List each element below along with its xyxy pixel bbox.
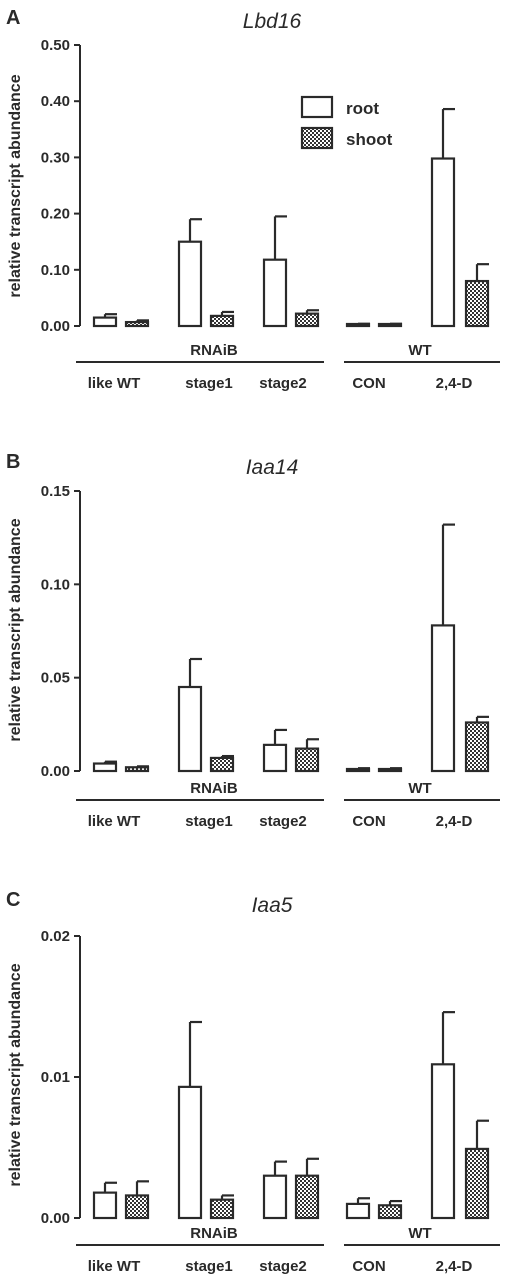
panel-label-b: B (6, 451, 20, 473)
group-label: WT (408, 780, 431, 797)
group-label: RNAiB (190, 342, 238, 359)
category-label: like WT (88, 1258, 141, 1275)
y-tick-label: 0.40 (41, 93, 70, 110)
category-axis-a: RNAiB WT like WT stage1 stage2 CON 2,4-D (76, 342, 500, 392)
bar-shoot (209, 756, 235, 773)
y-tick-label: 0.00 (41, 1210, 70, 1227)
category-label: CON (352, 813, 385, 830)
y-tick-label: 0.02 (41, 928, 70, 945)
bar-shoot (209, 314, 235, 328)
bar-root (430, 624, 456, 773)
bar-root (262, 1174, 288, 1220)
chart-title-a: Lbd16 (243, 10, 302, 33)
legend-swatch-shoot (300, 126, 334, 150)
panel-a: A Lbd16 relative transcript abundance 0.… (6, 7, 500, 392)
bar-shoot (209, 1198, 235, 1220)
legend: root shoot (300, 95, 393, 150)
bar-shoot (464, 279, 490, 328)
y-axis-b: 0.00 0.05 0.10 0.15 (41, 483, 81, 780)
bars-b (92, 523, 490, 773)
bar-shoot (124, 1194, 150, 1220)
bar-root (345, 322, 371, 328)
group-label: WT (408, 342, 431, 359)
bar-root (262, 743, 288, 773)
category-label: stage2 (259, 375, 307, 392)
category-label: like WT (88, 375, 141, 392)
bar-root (177, 240, 203, 328)
category-label: like WT (88, 813, 141, 830)
bar-root (262, 258, 288, 328)
y-tick-label: 0.00 (41, 318, 70, 335)
bar-shoot (377, 322, 403, 328)
bar-shoot (294, 1174, 320, 1220)
bar-root (177, 685, 203, 773)
y-axis-label-b: relative transcript abundance (7, 518, 24, 741)
y-tick-label: 0.50 (41, 37, 70, 54)
y-tick-label: 0.05 (41, 670, 70, 687)
category-label: stage2 (259, 813, 307, 830)
bar-root (92, 316, 118, 328)
y-axis-a: 0.00 0.10 0.20 0.30 0.40 0.50 (41, 37, 81, 335)
category-label: CON (352, 375, 385, 392)
category-label: stage1 (185, 375, 233, 392)
category-label: stage1 (185, 1258, 233, 1275)
panel-c: C Iaa5 relative transcript abundance 0.0… (6, 889, 500, 1275)
category-label: stage2 (259, 1258, 307, 1275)
y-tick-label: 0.00 (41, 763, 70, 780)
bar-shoot (377, 1204, 403, 1220)
category-label: CON (352, 1258, 385, 1275)
legend-label-shoot: shoot (346, 130, 393, 149)
legend-label-root: root (346, 99, 379, 118)
group-label: RNAiB (190, 780, 238, 797)
bar-shoot (294, 312, 320, 328)
category-label: 2,4-D (436, 813, 473, 830)
bar-shoot (124, 766, 150, 773)
group-label: WT (408, 1225, 431, 1242)
bar-shoot (294, 747, 320, 773)
y-axis-c: 0.00 0.01 0.02 (41, 928, 81, 1227)
chart-title-c: Iaa5 (252, 894, 293, 917)
category-label: stage1 (185, 813, 233, 830)
bar-shoot (464, 1147, 490, 1220)
category-axis-b: RNAiB WT like WT stage1 stage2 CON 2,4-D (76, 780, 500, 830)
bar-root (92, 762, 118, 773)
y-tick-label: 0.10 (41, 262, 70, 279)
panel-label-c: C (6, 889, 20, 911)
y-tick-label: 0.20 (41, 206, 70, 223)
bar-shoot (464, 721, 490, 773)
bar-root (345, 1202, 371, 1220)
bar-root (92, 1191, 118, 1220)
panel-b: B Iaa14 relative transcript abundance 0.… (6, 451, 500, 830)
bar-shoot (124, 320, 150, 328)
y-tick-label: 0.30 (41, 149, 70, 166)
category-label: 2,4-D (436, 375, 473, 392)
category-label: 2,4-D (436, 1258, 473, 1275)
bars-c (92, 1011, 490, 1220)
legend-swatch-root (300, 95, 334, 119)
bar-root (177, 1085, 203, 1220)
y-axis-label-a: relative transcript abundance (7, 74, 24, 297)
bar-shoot (377, 767, 403, 773)
category-axis-c: RNAiB WT like WT stage1 stage2 CON 2,4-D (76, 1225, 500, 1275)
panel-label-a: A (6, 7, 20, 29)
chart-title-b: Iaa14 (246, 456, 299, 479)
y-axis-label-c: relative transcript abundance (7, 963, 24, 1186)
y-tick-label: 0.01 (41, 1069, 70, 1086)
bar-root (430, 1063, 456, 1220)
bar-root (430, 157, 456, 328)
group-label: RNAiB (190, 1225, 238, 1242)
bars-a (92, 107, 490, 328)
bar-root (345, 767, 371, 773)
y-tick-label: 0.15 (41, 483, 70, 500)
y-tick-label: 0.10 (41, 576, 70, 593)
